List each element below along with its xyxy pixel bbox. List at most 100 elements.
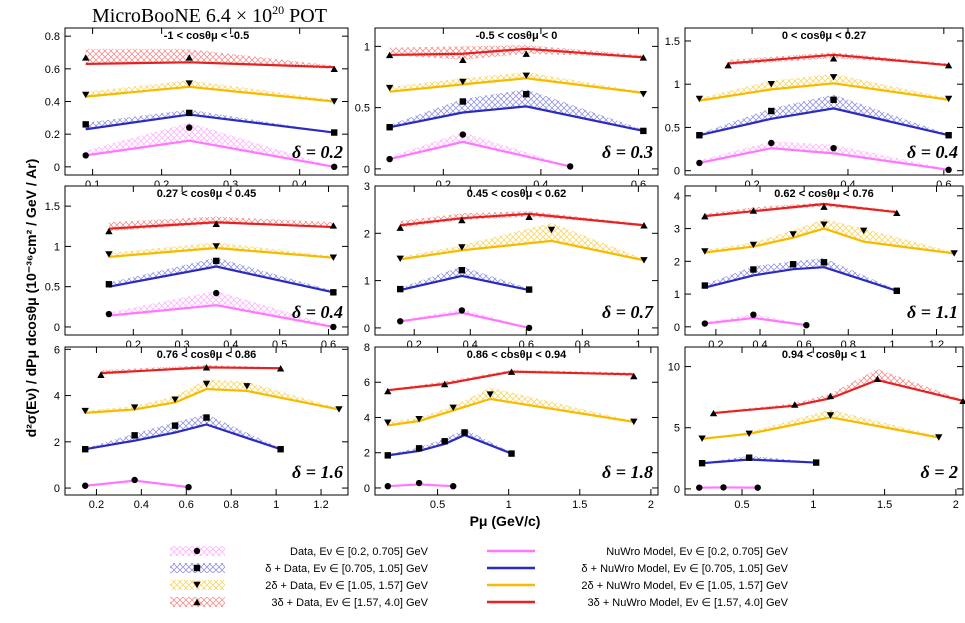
series-2 xyxy=(698,409,943,442)
legend: Data, Eν ∈ [0.2, 0.705] GeV δ + Data, Eν … xyxy=(170,546,789,609)
data-point xyxy=(459,78,467,86)
model-line xyxy=(387,370,634,392)
series-3 xyxy=(724,52,953,69)
series-0 xyxy=(397,307,533,332)
data-point xyxy=(213,289,220,297)
model-line xyxy=(699,147,949,171)
data-point xyxy=(105,281,113,288)
uncertainty-band xyxy=(389,132,571,167)
delta-label: δ = 0.4 xyxy=(292,302,343,322)
data-point xyxy=(945,132,952,139)
data-point xyxy=(105,227,113,235)
data-point xyxy=(459,98,467,105)
y-tick-label: 6 xyxy=(364,377,370,389)
y-tick-label: 0.2 xyxy=(45,129,60,141)
y-tick-label: 1 xyxy=(674,289,680,301)
legend-data-label: δ + Data, Eν ∈ [0.705, 1.05] GeV xyxy=(265,563,428,575)
series-3 xyxy=(396,211,648,231)
model-line xyxy=(704,202,897,218)
uncertainty-band xyxy=(108,242,334,258)
delta-label: δ = 0.4 xyxy=(907,142,958,162)
data-point xyxy=(750,311,757,318)
panel-grid: 0.1 0.2 0.3 0.400.20.40.60.8 -1 < cosθμ < -0… xyxy=(45,27,965,511)
data-point xyxy=(893,287,901,294)
data-point xyxy=(97,371,105,378)
data-point xyxy=(276,365,285,372)
y-tick-label: 1.5 xyxy=(45,201,60,213)
data-point xyxy=(82,54,90,61)
data-point xyxy=(441,438,448,445)
legend-model-label: 2δ + NuWro Model, Eν ∈ [1.05, 1.57] GeV xyxy=(581,580,788,592)
data-point xyxy=(829,55,838,62)
data-point xyxy=(745,454,753,461)
model-line xyxy=(699,82,949,102)
x-tick-label: 0.2 xyxy=(89,499,104,511)
data-point xyxy=(82,446,89,453)
y-tick-label: 4 xyxy=(54,391,60,403)
legend-data-label: Data, Eν ∈ [0.2, 0.705] GeV xyxy=(290,546,429,558)
x-tick-label: 0.5 xyxy=(430,499,445,511)
panel-frame xyxy=(64,185,349,336)
data-point xyxy=(185,483,192,491)
data-point xyxy=(458,266,466,274)
y-tick-label: 4 xyxy=(364,412,370,424)
x-tick-label: 0.6 xyxy=(179,499,194,511)
uncertainty-band xyxy=(699,73,949,101)
data-point xyxy=(639,54,648,61)
delta-label: δ = 0.2 xyxy=(292,142,343,162)
y-tick-label: 0 xyxy=(54,162,60,174)
data-point xyxy=(415,445,423,452)
data-point xyxy=(386,155,393,163)
uncertainty-band xyxy=(108,290,334,327)
model-line xyxy=(85,387,340,415)
y-tick-label: 4 xyxy=(674,191,680,203)
panel-title: -0.5 < cosθμ < 0 xyxy=(476,30,558,42)
x-tick-label: 2 xyxy=(953,499,959,511)
data-point xyxy=(950,250,958,257)
data-point xyxy=(523,90,530,98)
data-point xyxy=(829,74,838,81)
data-point xyxy=(81,407,89,415)
y-tick-label: 0 xyxy=(674,322,680,334)
data-point xyxy=(330,289,337,296)
data-point xyxy=(458,244,466,251)
data-point xyxy=(696,484,703,491)
series-2 xyxy=(701,218,958,257)
uncertainty-band xyxy=(713,369,963,414)
panel-8: 0.5 1 1.5 2 0 2 4 6 8 0.86 < cosθμ < 0.94 δ = 1.8 xyxy=(364,342,659,511)
legend-model-entry: 2δ + NuWro Model, Eν ∈ [1.05, 1.57] GeV xyxy=(487,580,789,592)
data-point xyxy=(385,51,394,59)
data-point xyxy=(212,243,220,250)
legend-model-label: 3δ + NuWro Model, Eν ∈ [1.57, 4.0] GeV xyxy=(588,597,789,609)
panel-4: 0.2 0.3 0.4 0.5 0.600.511.50.27 < cosθμ < 0.… xyxy=(45,185,349,351)
x-tick-label: 1 xyxy=(635,339,641,351)
data-point xyxy=(384,419,392,426)
y-tick-label: 0 xyxy=(364,483,370,495)
data-point xyxy=(525,286,533,293)
data-point xyxy=(82,121,89,128)
panel-title: 0.94 < cosθμ < 1 xyxy=(782,349,866,361)
data-point xyxy=(396,224,404,231)
data-point xyxy=(508,450,515,457)
data-point xyxy=(945,166,952,174)
y-tick-label: 3 xyxy=(364,181,370,193)
series-3 xyxy=(701,202,901,220)
data-point xyxy=(185,54,193,61)
data-point xyxy=(749,207,758,214)
y-tick-label: 0 xyxy=(54,483,60,495)
data-point xyxy=(709,409,718,417)
data-point xyxy=(335,406,343,413)
panel-title: -1 < cosθμ < -0.5 xyxy=(164,30,249,42)
data-point xyxy=(701,212,709,220)
delta-label: δ = 0.7 xyxy=(602,302,654,322)
data-point xyxy=(213,257,220,265)
data-point xyxy=(82,482,89,489)
panel-title: 0.62 < cosθμ < 0.76 xyxy=(774,188,874,200)
panel-title: 0.27 < cosθμ < 0.45 xyxy=(157,188,257,200)
panel-title: 0.45 < cosθμ < 0.62 xyxy=(467,188,567,200)
legend-model-entry: NuWro Model, Eν ∈ [0.2, 0.705] GeV xyxy=(487,546,789,558)
uncertainty-band xyxy=(108,216,334,232)
y-axis-label: d²σ(Eν) / dPμ dcosθμ (10⁻³⁶cm² / GeV / A… xyxy=(23,159,39,438)
series-0 xyxy=(384,479,457,490)
